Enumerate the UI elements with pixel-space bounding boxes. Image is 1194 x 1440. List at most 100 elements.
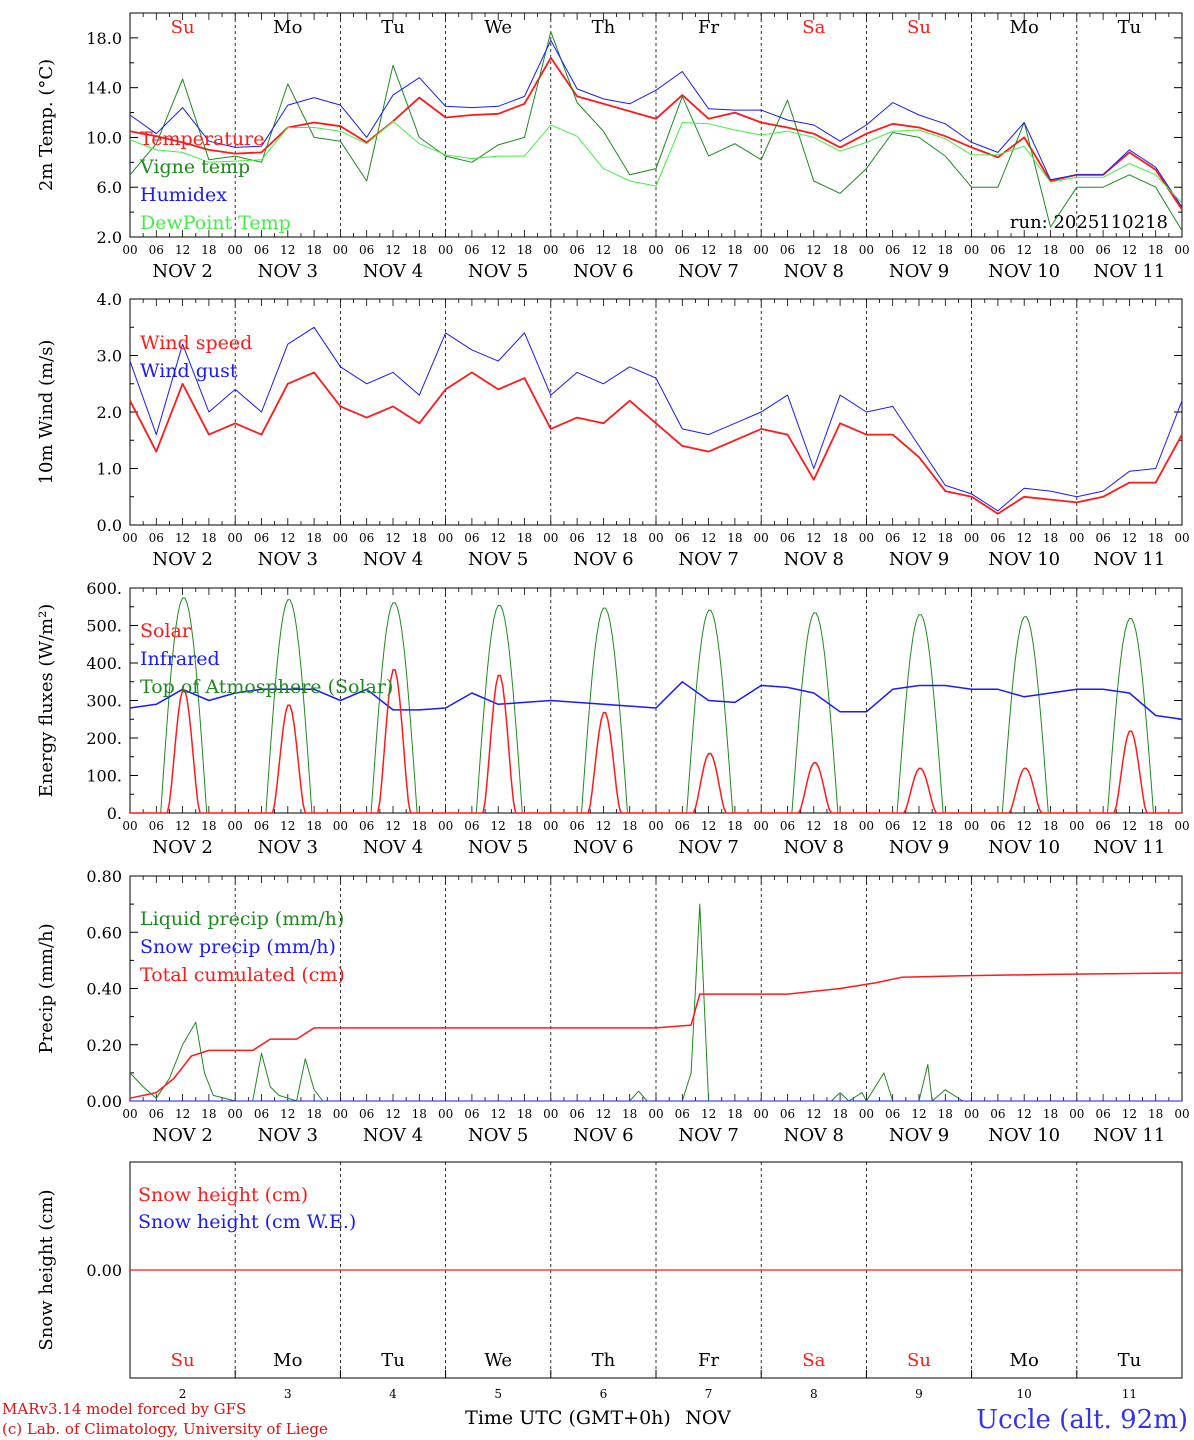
hour-tick-label: 18 [622,531,637,545]
hour-tick-label: 06 [254,531,269,545]
hour-tick-label: 12 [175,531,190,545]
y-tick-label: 2.0 [97,403,122,422]
panel-frame [129,12,1183,238]
panel-energy [129,587,1183,814]
hour-tick-label: 12 [491,1107,506,1121]
legend-entry: Snow height (cm W.E.) [138,1211,356,1233]
y-tick-label: 4.0 [97,290,122,309]
hour-tick-label: 18 [727,243,742,257]
hour-tick-label: 18 [201,243,216,257]
day-number-label: 3 [284,1387,292,1401]
hour-tick-label: 06 [675,1107,690,1121]
hour-tick-label: 00 [122,243,137,257]
hour-tick-label: 06 [149,531,164,545]
hour-tick-label: 18 [201,1107,216,1121]
hour-tick-label: 00 [333,531,348,545]
weekday-label: Sa [802,17,825,38]
weekday-label: Su [907,17,931,38]
hour-tick-label: 12 [806,243,821,257]
hour-tick-label: 00 [333,819,348,833]
weekday-label: Tu [1118,1350,1142,1371]
date-label: NOV 9 [889,549,949,570]
date-label: NOV 5 [468,1125,528,1146]
hour-tick-label: 12 [701,531,716,545]
hour-tick-label: 12 [491,243,506,257]
hour-tick-label: 18 [938,531,953,545]
y-tick-label: 400. [86,654,122,673]
hour-tick-label: 00 [122,819,137,833]
hour-tick-label: 06 [780,1107,795,1121]
hour-tick-label: 18 [832,1107,847,1121]
date-label: NOV 3 [258,261,318,282]
hour-tick-label: 18 [832,531,847,545]
y-axis-label: 10m Wind (m/s) [36,340,57,485]
hour-tick-label: 00 [1174,243,1189,257]
hour-tick-label: 18 [1043,819,1058,833]
hour-tick-label: 18 [1148,243,1163,257]
y-tick-label: 10.0 [86,128,122,147]
hour-tick-label: 00 [228,819,243,833]
hour-tick-label: 18 [306,1107,321,1121]
date-label: NOV 8 [784,549,844,570]
hour-tick-label: 18 [1148,819,1163,833]
hour-tick-label: 06 [359,243,374,257]
hour-tick-label: 12 [911,243,926,257]
hour-tick-label: 18 [622,243,637,257]
legend-entry: DewPoint Temp [140,212,291,234]
day-number-label: 4 [389,1387,397,1401]
legend-entry: Top of Atmosphere (Solar) [140,676,393,698]
hour-tick-label: 12 [596,243,611,257]
hour-tick-label: 12 [701,243,716,257]
hour-tick-label: 18 [412,243,427,257]
day-number-label: 7 [705,1387,713,1401]
date-label: NOV 3 [258,1125,318,1146]
hour-tick-label: 00 [122,531,137,545]
hour-tick-label: 18 [938,243,953,257]
hour-tick-label: 06 [359,1107,374,1121]
hour-tick-label: 06 [885,243,900,257]
date-label: NOV 10 [988,1125,1060,1146]
y-tick-label: 600. [86,579,122,598]
hour-tick-label: 00 [333,243,348,257]
hour-tick-label: 18 [517,1107,532,1121]
weekday-label: Mo [273,17,302,38]
hour-tick-label: 06 [254,1107,269,1121]
weekday-label: Sa [802,1350,825,1371]
hour-tick-label: 00 [543,819,558,833]
hour-tick-label: 00 [228,1107,243,1121]
y-tick-label: 300. [86,692,122,711]
hour-tick-label: 06 [254,819,269,833]
hour-tick-label: 18 [832,819,847,833]
hour-tick-label: 00 [228,243,243,257]
weekday-label: Mo [273,1350,302,1371]
weekday-label: Mo [1010,17,1039,38]
y-tick-label: 0.80 [86,867,122,886]
day-number-label: 5 [494,1387,502,1401]
hour-tick-label: 00 [438,819,453,833]
hour-tick-label: 12 [1122,1107,1137,1121]
date-label: NOV 3 [258,837,318,858]
hour-tick-label: 12 [1122,531,1137,545]
hour-tick-label: 00 [859,819,874,833]
date-label: NOV 5 [468,261,528,282]
hour-tick-label: 06 [149,243,164,257]
hour-tick-label: 12 [1017,243,1032,257]
hour-tick-label: 12 [280,243,295,257]
hour-tick-label: 06 [990,819,1005,833]
hour-tick-label: 12 [1017,1107,1032,1121]
y-tick-label: 0.60 [86,923,122,942]
date-label: NOV 11 [1093,1125,1165,1146]
hour-tick-label: 18 [727,1107,742,1121]
weekday-label: We [484,1350,512,1371]
date-label: NOV 7 [678,837,738,858]
y-tick-label: 18.0 [86,29,122,48]
date-label: NOV 10 [988,261,1060,282]
y-tick-label: 0.0 [97,516,122,535]
hour-tick-label: 12 [1017,819,1032,833]
station-label: Uccle (alt. 92m) [976,1405,1188,1435]
y-tick-label: 3.0 [97,347,122,366]
weekday-label: Th [592,1350,616,1371]
hour-tick-label: 06 [464,819,479,833]
date-label: NOV 2 [152,1125,212,1146]
